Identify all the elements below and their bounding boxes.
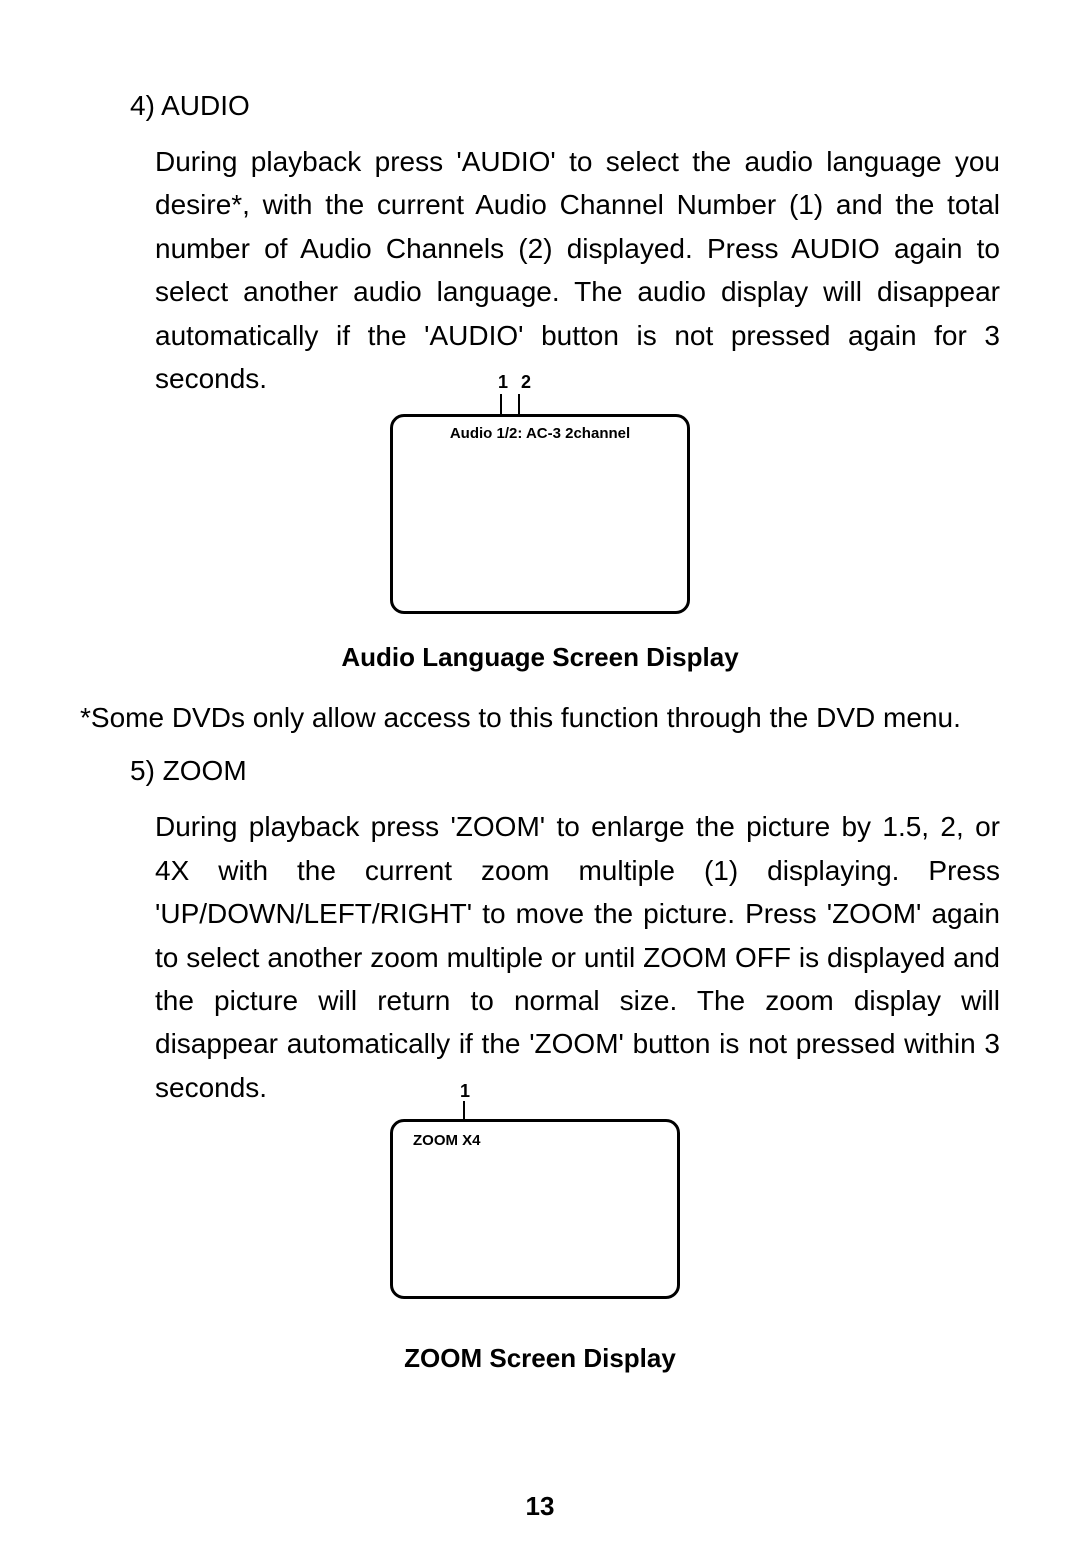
- zoom-screen-text: ZOOM X4: [413, 1132, 481, 1149]
- section-4-title: 4) AUDIO: [130, 90, 1000, 122]
- audio-figure-caption: Audio Language Screen Display: [341, 642, 738, 673]
- section-5-body: During playback press 'ZOOM' to enlarge …: [155, 805, 1000, 1109]
- audio-screen-rect: Audio 1/2: AC-3 2channel: [390, 414, 690, 614]
- page-number: 13: [0, 1491, 1080, 1522]
- audio-tick-1: [500, 394, 502, 416]
- section-4-body: During playback press 'AUDIO' to select …: [155, 140, 1000, 400]
- audio-screen-text: Audio 1/2: AC-3 2channel: [393, 425, 687, 442]
- zoom-figure-caption: ZOOM Screen Display: [404, 1343, 676, 1374]
- zoom-screen-rect: ZOOM X4: [390, 1119, 680, 1299]
- zoom-pointer-label: 1: [460, 1081, 470, 1102]
- zoom-screen-diagram: 1 ZOOM X4: [380, 1081, 700, 1311]
- audio-figure: 1 2 Audio 1/2: AC-3 2channel Audio Langu…: [80, 400, 1000, 673]
- audio-screen-diagram: 1 2 Audio 1/2: AC-3 2channel: [360, 372, 720, 632]
- audio-tick-2: [518, 394, 520, 416]
- zoom-tick-1: [463, 1101, 465, 1121]
- audio-pointer-labels: 1 2: [498, 372, 535, 393]
- zoom-figure: 1 ZOOM X4 ZOOM Screen Display: [80, 1109, 1000, 1374]
- section-5-title: 5) ZOOM: [130, 755, 1000, 787]
- dvd-note: *Some DVDs only allow access to this fun…: [80, 697, 1000, 739]
